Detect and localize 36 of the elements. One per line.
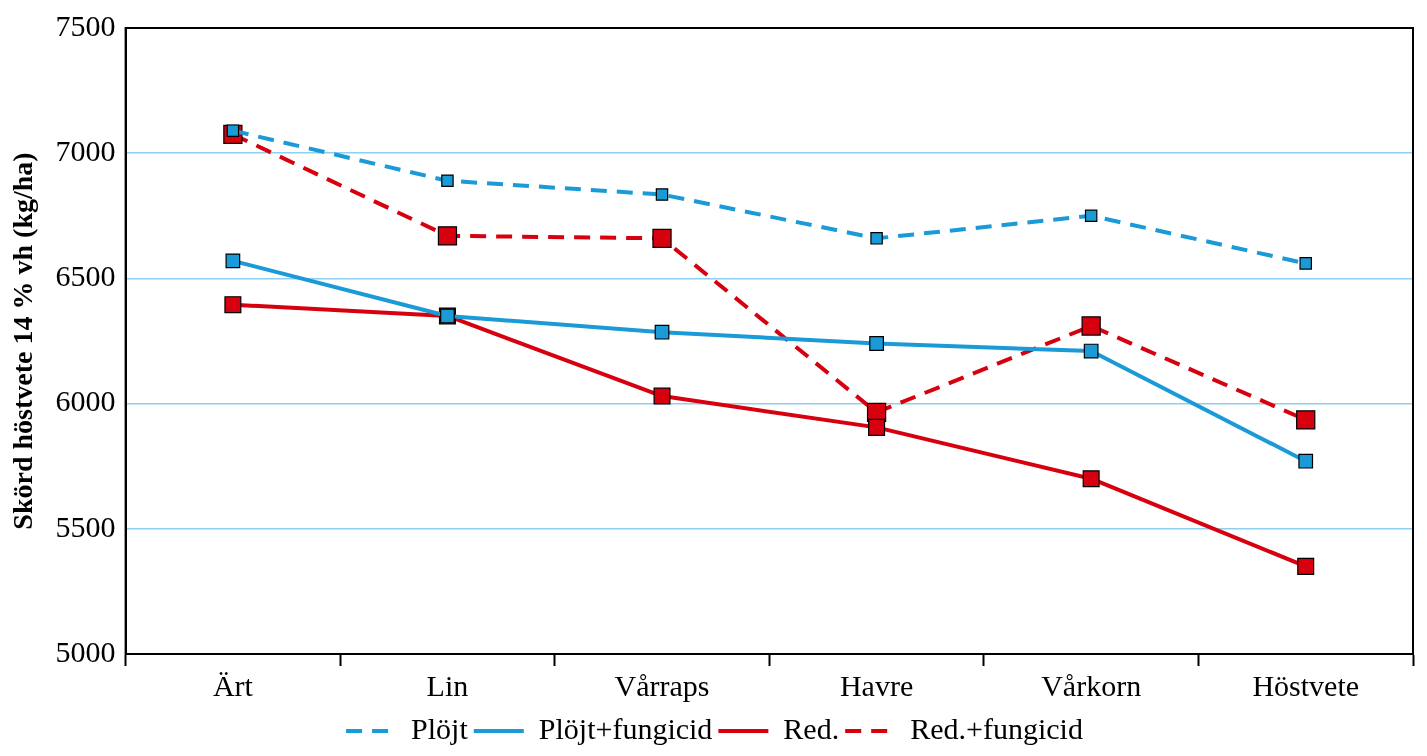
point — [654, 324, 670, 340]
y-axis-title: Skörd höstvete 14 % vh (kg/ha) — [7, 152, 39, 530]
y-tick-label: 6000 — [55, 384, 116, 418]
point — [870, 232, 883, 245]
point — [652, 228, 672, 248]
point — [869, 336, 884, 351]
point — [1296, 410, 1316, 430]
point — [1082, 470, 1100, 488]
point — [1299, 257, 1312, 270]
y-tick-label: 7500 — [55, 8, 116, 42]
point — [1083, 343, 1099, 359]
x-tick-label: Vårraps — [614, 668, 710, 702]
point — [1081, 316, 1101, 336]
legend-label: Red. — [783, 711, 840, 745]
legend-label: Plöjt — [411, 711, 469, 745]
point — [653, 387, 671, 405]
point — [224, 296, 242, 314]
y-tick-label: 6500 — [55, 259, 116, 293]
point — [1297, 557, 1315, 575]
x-tick-label: Havre — [839, 668, 914, 702]
point — [441, 174, 454, 187]
point — [225, 253, 241, 269]
x-tick-label: Höstvete — [1252, 668, 1360, 702]
x-tick-label: Ärt — [212, 668, 254, 702]
y-tick-label: 5000 — [55, 634, 116, 668]
legend-label: Plöjt+fungicid — [538, 711, 713, 745]
legend-label: Red.+fungicid — [910, 711, 1083, 745]
point — [1084, 209, 1098, 223]
x-tick-label: Vårkorn — [1041, 668, 1142, 702]
point — [868, 418, 886, 436]
y-tick-label: 7000 — [55, 134, 116, 168]
point — [1298, 453, 1314, 469]
y-tick-label: 5500 — [55, 509, 116, 543]
x-tick-label: Lin — [426, 668, 469, 702]
point — [437, 226, 458, 246]
point — [655, 188, 669, 201]
